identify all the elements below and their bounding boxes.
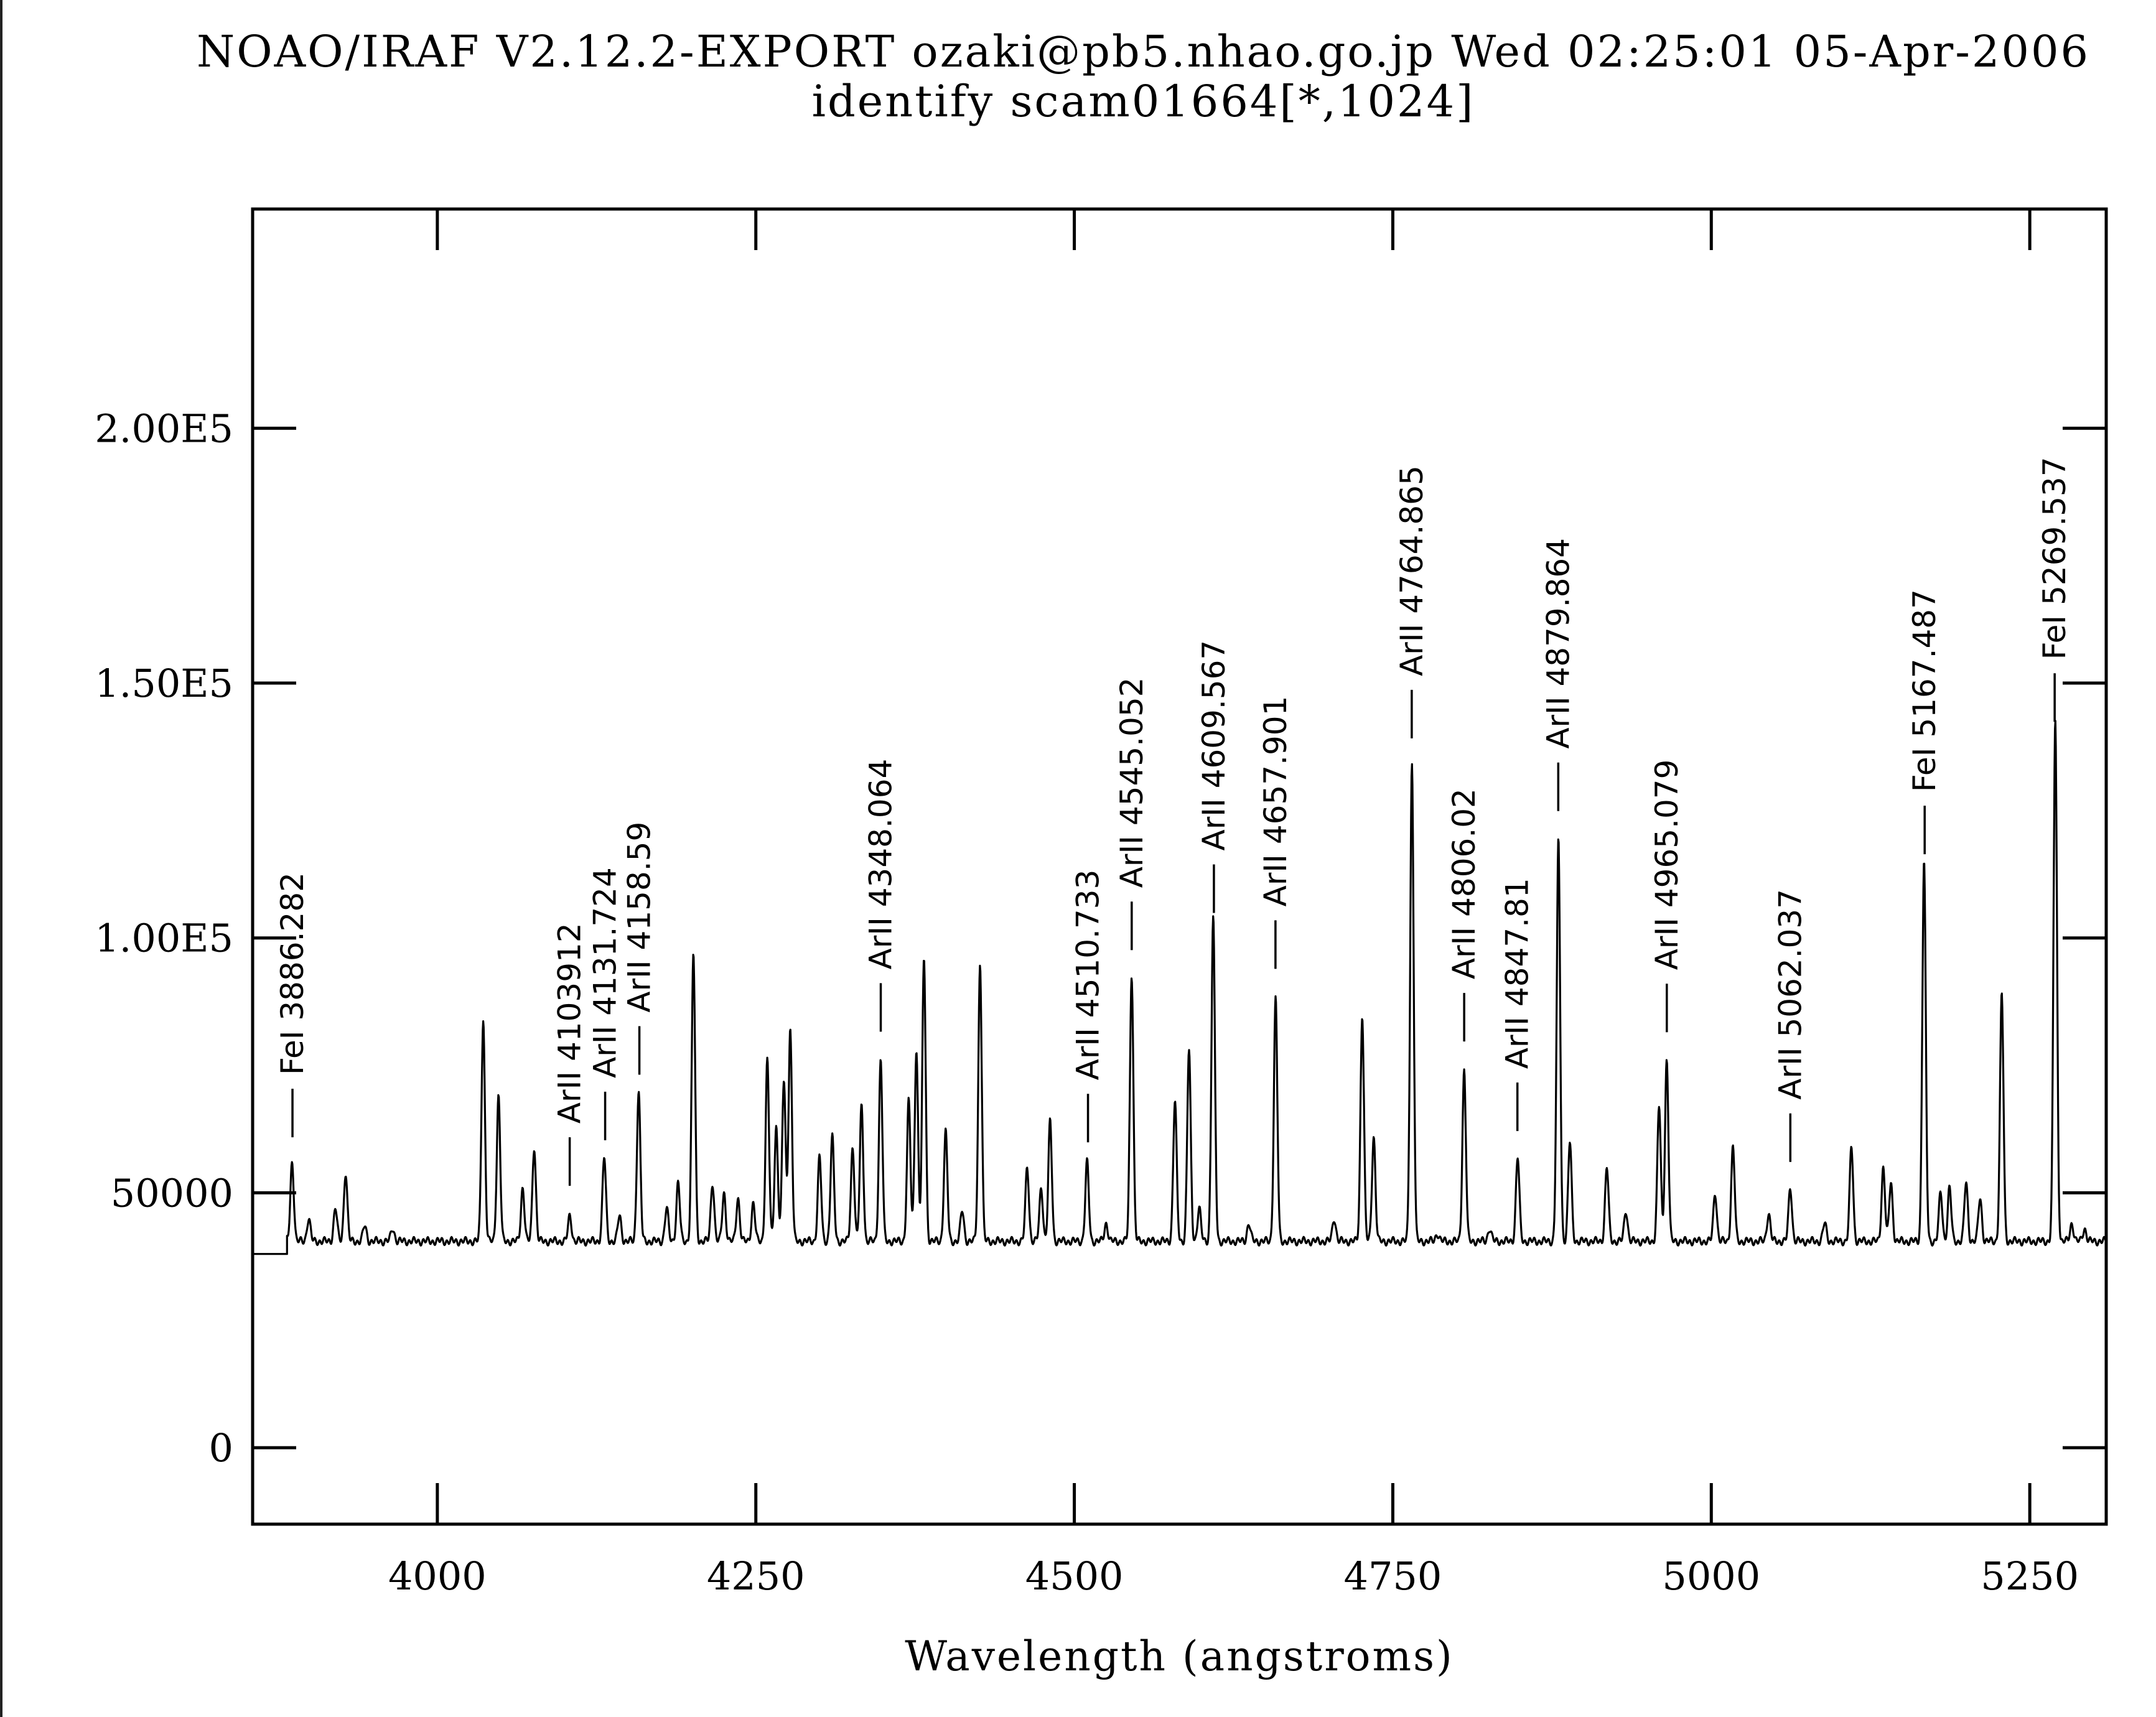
- plot-title: NOAO/IRAF V2.12.2-EXPORT ozaki@pb5.nhao.…: [196, 26, 2091, 77]
- line-id-label: ArII 4131.724: [587, 867, 623, 1078]
- line-id-label: ArII 4348.064: [863, 759, 899, 970]
- y-tick-label: 0: [209, 1425, 233, 1471]
- line-id-label: ArII 4847.81: [1500, 878, 1536, 1069]
- y-tick-label: 1.50E5: [95, 661, 233, 706]
- y-tick-label: 2.00E5: [95, 406, 233, 451]
- x-tick-label: 4250: [707, 1553, 805, 1599]
- x-tick-label: 4500: [1025, 1553, 1124, 1599]
- line-id-label: FeI 5269.537: [2037, 457, 2073, 659]
- line-id-label: ArII 4657.901: [1258, 696, 1294, 907]
- line-id-label: FeI 5167.487: [1906, 589, 1943, 792]
- line-id-label: ArII 4103912: [552, 923, 588, 1124]
- window-left-border: [0, 0, 2, 1717]
- line-id-label: FeI 3886.282: [274, 872, 310, 1075]
- line-id-label: ArII 4510.733: [1070, 870, 1106, 1081]
- line-id-label: ArII 4545.052: [1114, 677, 1150, 888]
- x-axis-label: Wavelength (angstroms): [905, 1632, 1454, 1680]
- plot-frame: [251, 207, 2108, 1526]
- line-id-label: ArII 4879.864: [1540, 538, 1576, 749]
- line-id-label: ArII 5062.037: [1772, 889, 1808, 1100]
- spectrum-line: [253, 720, 2107, 1255]
- line-id-label: ArII 4764.865: [1394, 465, 1430, 676]
- y-tick-label: 1.00E5: [95, 916, 233, 961]
- plot-subtitle: identify scam01664[*,1024]: [811, 76, 1475, 127]
- line-id-label: ArII 4609.567: [1196, 640, 1232, 851]
- y-tick-label: 50000: [111, 1170, 233, 1216]
- line-id-label: ArII 4158.59: [622, 822, 658, 1013]
- line-id-label: ArII 4806.02: [1446, 788, 1482, 979]
- x-tick-label: 5250: [1981, 1553, 2079, 1599]
- x-tick-label: 5000: [1662, 1553, 1760, 1599]
- line-id-label: ArII 4965.079: [1649, 760, 1685, 970]
- x-tick-label: 4750: [1344, 1553, 1442, 1599]
- x-tick-label: 4000: [388, 1553, 487, 1599]
